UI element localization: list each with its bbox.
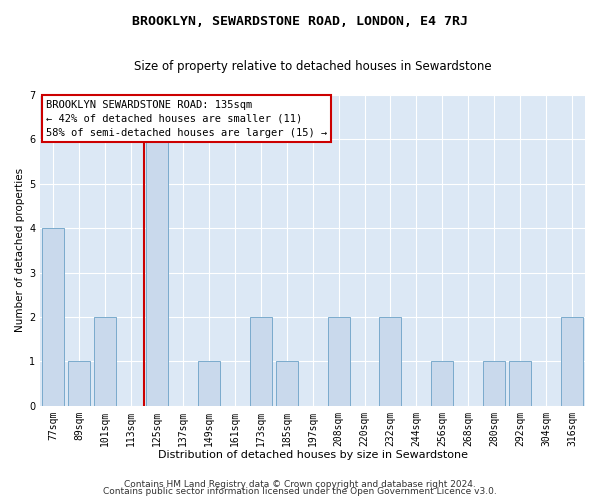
Bar xyxy=(379,317,401,406)
Bar xyxy=(561,317,583,406)
Y-axis label: Number of detached properties: Number of detached properties xyxy=(15,168,25,332)
Bar xyxy=(198,362,220,406)
X-axis label: Distribution of detached houses by size in Sewardstone: Distribution of detached houses by size … xyxy=(158,450,467,460)
Bar xyxy=(431,362,454,406)
Text: BROOKLYN, SEWARDSTONE ROAD, LONDON, E4 7RJ: BROOKLYN, SEWARDSTONE ROAD, LONDON, E4 7… xyxy=(132,15,468,28)
Bar xyxy=(328,317,350,406)
Bar xyxy=(509,362,531,406)
Bar xyxy=(146,140,168,406)
Bar xyxy=(483,362,505,406)
Text: BROOKLYN SEWARDSTONE ROAD: 135sqm
← 42% of detached houses are smaller (11)
58% : BROOKLYN SEWARDSTONE ROAD: 135sqm ← 42% … xyxy=(46,100,327,138)
Bar xyxy=(42,228,64,406)
Text: Contains HM Land Registry data © Crown copyright and database right 2024.: Contains HM Land Registry data © Crown c… xyxy=(124,480,476,489)
Title: Size of property relative to detached houses in Sewardstone: Size of property relative to detached ho… xyxy=(134,60,491,73)
Bar xyxy=(250,317,272,406)
Bar xyxy=(275,362,298,406)
Bar xyxy=(94,317,116,406)
Text: Contains public sector information licensed under the Open Government Licence v3: Contains public sector information licen… xyxy=(103,488,497,496)
Bar xyxy=(68,362,90,406)
